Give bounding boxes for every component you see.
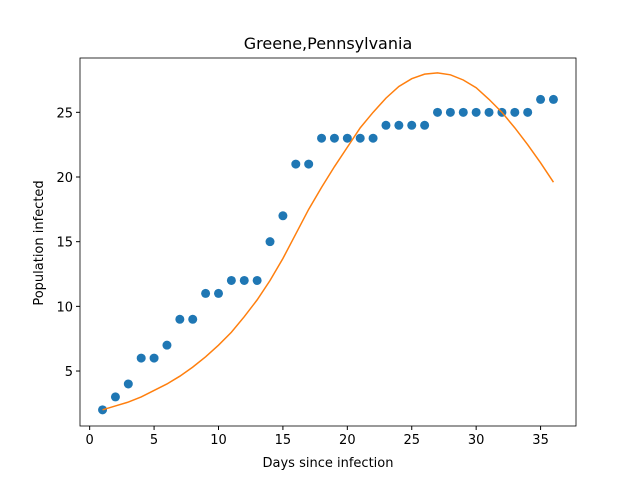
x-tick-label: 20 — [339, 433, 356, 448]
data-point — [162, 340, 172, 350]
line — [102, 72, 555, 411]
data-point — [420, 120, 430, 130]
x-tick-label: 25 — [403, 433, 420, 448]
data-point — [226, 275, 236, 285]
data-point — [239, 275, 249, 285]
data-point — [149, 353, 159, 363]
data-point — [445, 107, 455, 117]
y-tick-label: 5 — [65, 365, 73, 380]
data-point — [458, 107, 468, 117]
data-point — [304, 159, 314, 169]
data-point — [213, 288, 223, 298]
data-point — [252, 275, 262, 285]
data-point — [407, 120, 417, 130]
data-point — [123, 379, 133, 389]
x-tick-label: 15 — [275, 433, 292, 448]
data-point — [329, 133, 339, 143]
data-point — [471, 107, 481, 117]
y-tick-label: 20 — [56, 171, 73, 186]
data-point — [342, 133, 352, 143]
data-point — [368, 133, 378, 143]
y-tick-label: 15 — [56, 236, 73, 251]
data-point — [355, 133, 365, 143]
data-point — [484, 107, 494, 117]
x-tick-label: 5 — [150, 433, 158, 448]
data-point — [175, 314, 185, 324]
x-tick-label: 10 — [210, 433, 227, 448]
x-tick-label: 0 — [86, 433, 94, 448]
plot-frame — [79, 57, 577, 427]
x-tick-label: 35 — [532, 433, 549, 448]
data-point — [523, 107, 533, 117]
data-point — [136, 353, 146, 363]
y-tick-label: 10 — [56, 300, 73, 315]
data-point — [110, 392, 120, 402]
y-axis-label: Population infected — [32, 180, 47, 305]
data-point — [317, 133, 327, 143]
data-point — [265, 237, 275, 247]
x-axis-label: Days since infection — [263, 456, 394, 471]
y-tick-label: 25 — [56, 106, 73, 121]
data-point — [536, 94, 546, 104]
data-point — [548, 94, 558, 104]
data-point — [394, 120, 404, 130]
data-point — [291, 159, 301, 169]
data-point — [201, 288, 211, 298]
data-point — [433, 107, 443, 117]
x-tick-label: 30 — [468, 433, 485, 448]
data-point — [381, 120, 391, 130]
data-point — [510, 107, 520, 117]
chart-title: Greene,Pennsylvania — [244, 34, 413, 53]
data-point — [278, 211, 288, 221]
data-point — [188, 314, 198, 324]
